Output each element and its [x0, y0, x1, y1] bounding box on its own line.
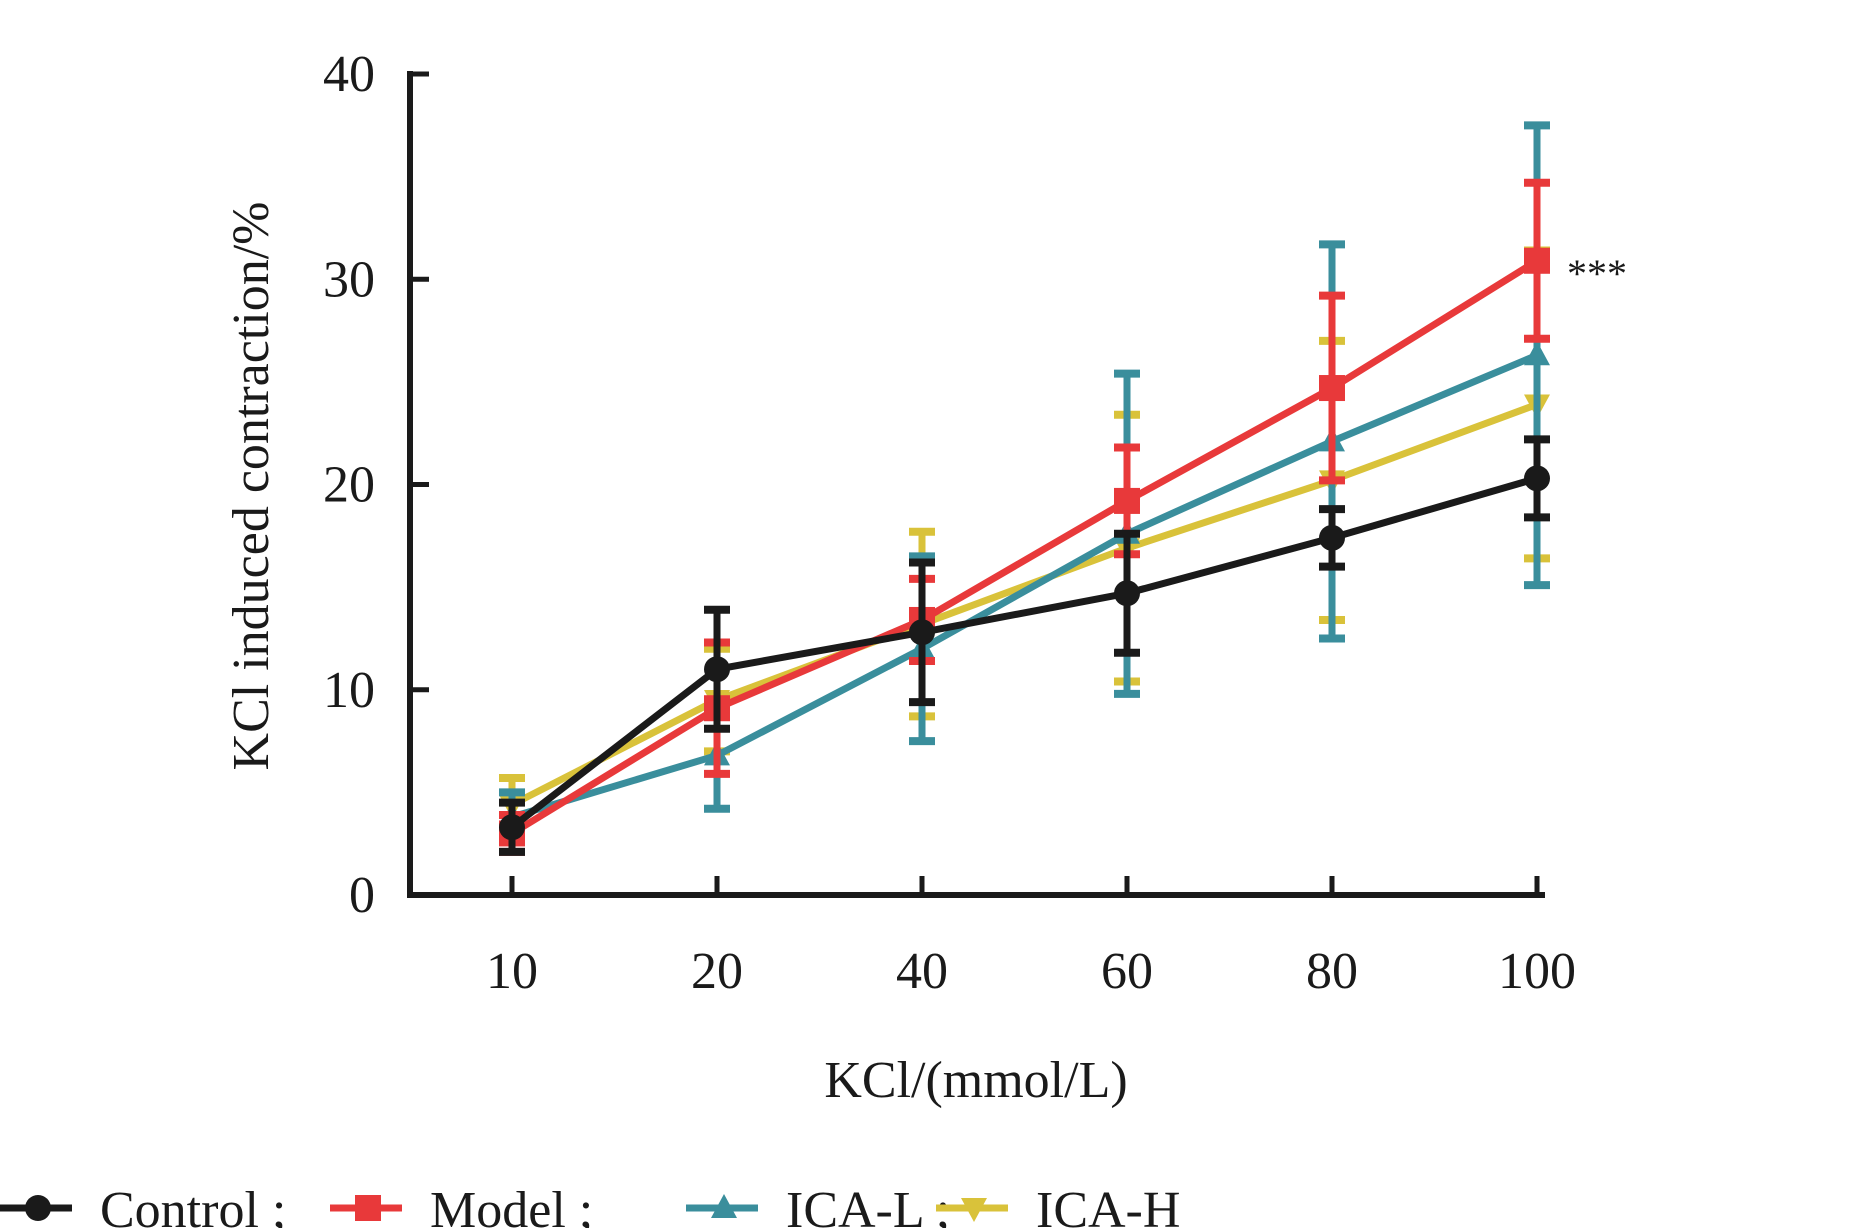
legend-label: Control ; [100, 1182, 286, 1228]
data-point [1114, 487, 1140, 514]
legend-item-model: Model ; [330, 1182, 593, 1228]
y-ticks: 0 10 20 30 40 [323, 46, 429, 924]
data-point [1114, 580, 1140, 607]
significance-annotation: *** [1567, 251, 1627, 296]
series-line [510, 401, 1539, 808]
data-point [1524, 341, 1550, 366]
x-tick-label: 10 [486, 943, 538, 1000]
legend-label: ICA-H [1036, 1182, 1180, 1228]
x-ticks: 10 20 40 60 80 100 [486, 876, 1576, 1000]
legend-item-ica-h: ICA-H [936, 1182, 1180, 1228]
series-line [510, 257, 1539, 837]
annotations: *** [1567, 251, 1627, 296]
x-tick-label: 20 [691, 943, 743, 1000]
series-layer [499, 121, 1550, 856]
data-point [499, 814, 525, 841]
x-axis-title: KCl/(mmol/L) [824, 1052, 1127, 1109]
axes: 0 10 20 30 40 10 20 40 60 80 100 [323, 46, 1576, 1000]
legend-item-control: Control ; [0, 1182, 286, 1228]
legend-label: ICA-L ; [786, 1182, 950, 1228]
error-bars [499, 435, 1550, 856]
legend-marker-icon [25, 1195, 51, 1221]
legend-marker-icon [711, 1194, 737, 1218]
x-tick-label: 40 [896, 943, 948, 1000]
data-point [1319, 524, 1345, 551]
y-axis-title: KCl induced contraction/% [223, 202, 280, 771]
y-tick-label: 30 [323, 251, 375, 308]
markers [499, 465, 1550, 841]
y-tick-label: 0 [349, 867, 375, 924]
legend-marker-icon [961, 1198, 987, 1222]
legend-label: Model ; [430, 1182, 593, 1228]
x-tick-label: 80 [1306, 943, 1358, 1000]
y-tick-label: 40 [323, 46, 375, 103]
markers [499, 247, 1550, 847]
x-tick-label: 100 [1498, 943, 1576, 1000]
y-tick-label: 10 [323, 662, 375, 719]
legend-item-ica-l: ICA-L ; [686, 1182, 950, 1228]
x-tick-label: 60 [1101, 943, 1153, 1000]
y-tick-label: 20 [323, 457, 375, 514]
series-line [509, 474, 1538, 831]
series-control [499, 435, 1550, 856]
legend-marker-icon [355, 1195, 381, 1221]
data-point [1524, 465, 1550, 492]
series-line [510, 351, 1539, 821]
data-point [704, 656, 730, 683]
data-point [1524, 247, 1550, 274]
data-point [909, 619, 935, 646]
legend: Control ; Model ; ICA-L ; ICA-H [0, 1182, 1180, 1228]
data-point [1319, 375, 1345, 402]
